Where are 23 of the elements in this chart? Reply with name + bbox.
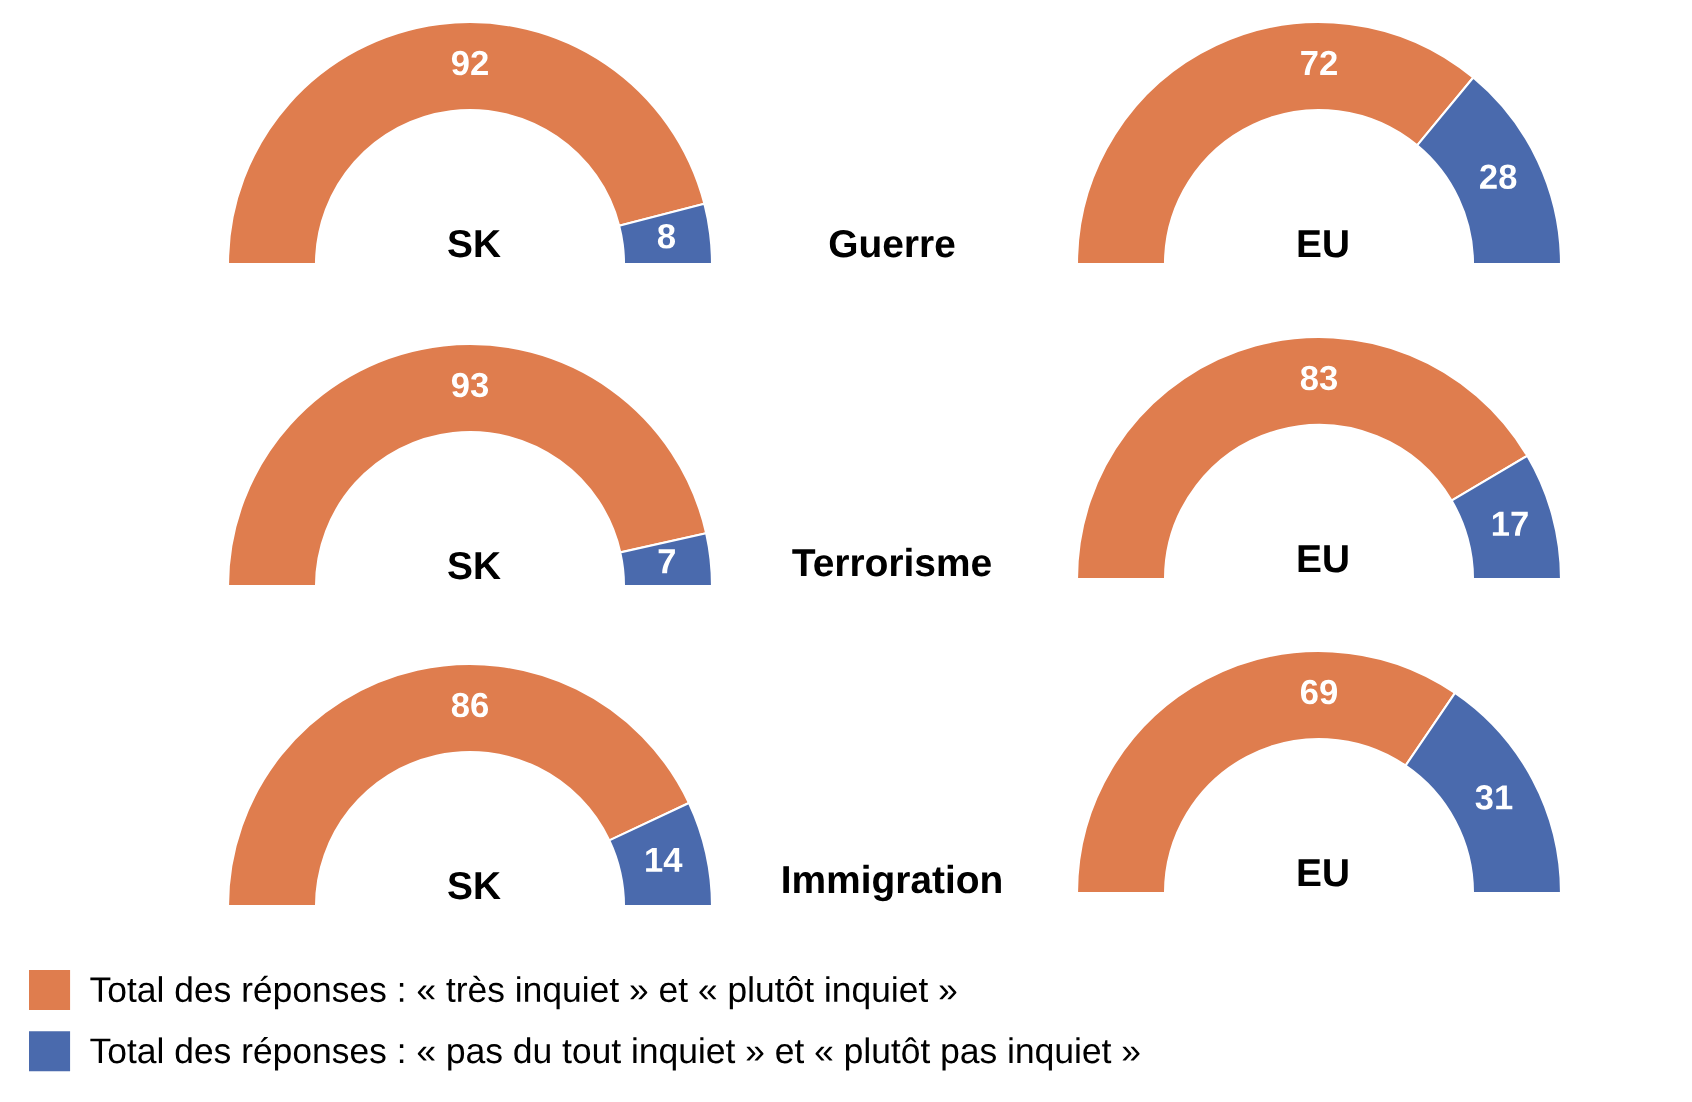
text: SK [448,229,501,258]
data-label: 86 [451,692,489,718]
data-label: 28 [1480,164,1517,190]
text: Terrorisme [792,547,991,577]
text: EU [1298,859,1348,887]
data-label: 31 [1475,785,1513,810]
legend-label: Total des réponses : « très inquiet » et « plutôt inquiet » [90,975,957,1010]
text: EU [1298,230,1348,258]
legend-label: Total des réponses : « pas du tout inquiet » et « plutôt pas inquiet » [90,1036,1140,1071]
data-label: 8 [657,223,676,249]
data-label: 93 [451,372,489,398]
data-label: 7 [658,549,675,574]
text: EU [1298,545,1348,573]
data-label: 92 [451,50,488,76]
data-label: 72 [1301,50,1337,75]
text: Immigration [783,864,1001,902]
data-label: 69 [1300,679,1338,705]
text: SK [448,871,501,900]
data-label: 14 [646,847,683,872]
data-label: 17 [1492,511,1528,536]
data-label: 83 [1300,365,1338,391]
text: Guerre [829,229,955,258]
text: SK [448,551,501,580]
